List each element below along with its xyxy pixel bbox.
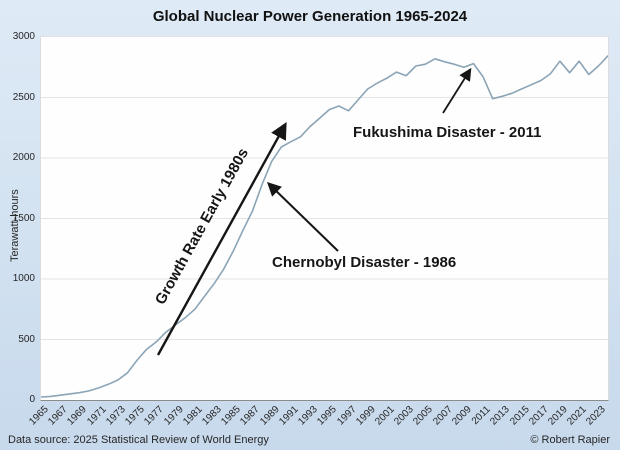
nuclear-generation-line-chart <box>41 54 608 398</box>
plot-area <box>40 36 609 401</box>
y-axis-label: Terawatt-hours <box>9 189 21 262</box>
y-tick-label: 3000 <box>12 31 35 42</box>
chart-title: Global Nuclear Power Generation 1965-202… <box>152 8 468 25</box>
y-tick-label: 0 <box>29 394 35 405</box>
generation-series-line <box>41 54 608 398</box>
y-tick-label: 1500 <box>12 212 35 224</box>
copyright-credit: © Robert Rapier <box>530 434 610 446</box>
data-source-note: Data source: 2025 Statistical Review of … <box>8 434 269 446</box>
chernobyl-annotation: Chernobyl Disaster - 1986 <box>272 254 457 271</box>
y-tick-label: 500 <box>18 333 35 345</box>
fukushima-annotation: Fukushima Disaster - 2011 <box>353 124 542 141</box>
y-tick-label: 2000 <box>12 152 35 163</box>
y-tick-label: 1000 <box>12 273 35 284</box>
y-tick-label: 2500 <box>12 91 35 103</box>
